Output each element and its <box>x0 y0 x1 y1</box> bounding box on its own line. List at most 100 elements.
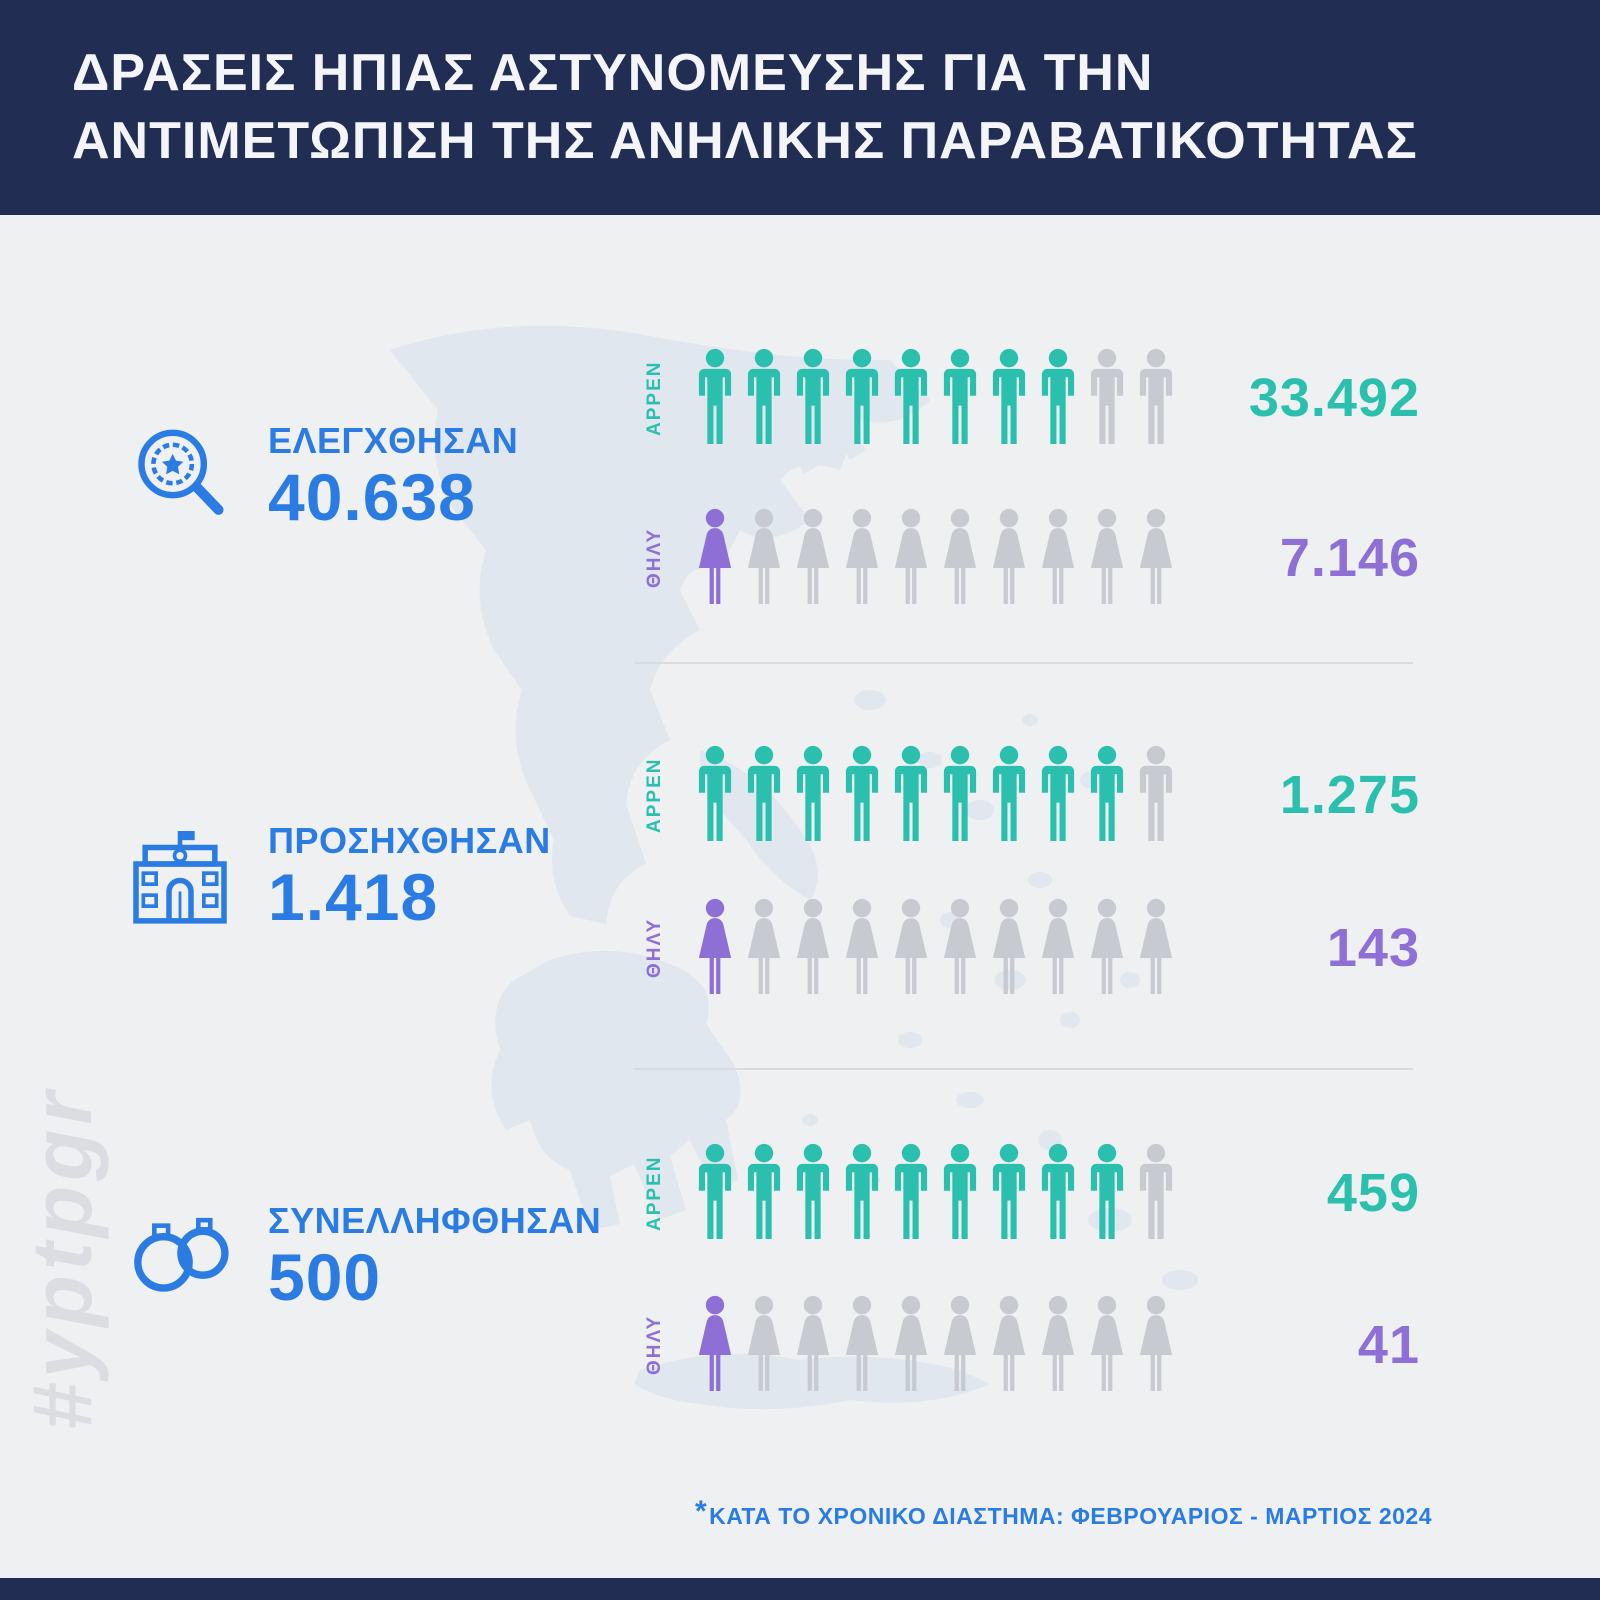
male-person-icon <box>888 1143 934 1243</box>
male-person-icon <box>937 1143 983 1243</box>
female-person-icon <box>692 1295 738 1395</box>
male-person-icon <box>839 348 885 448</box>
female-person-icon <box>1035 1295 1081 1395</box>
metric-text: ΕΛΕΓΧΘΗΣΑΝ 40.638 <box>268 420 518 533</box>
metric-prosixthisan: ΠΡΟΣΗΧΘΗΣΑΝ 1.418 <box>125 818 645 943</box>
female-person-icon <box>986 1295 1032 1395</box>
male-person-icon <box>692 745 738 845</box>
female-person-icon <box>888 898 934 998</box>
male-person-icon <box>986 348 1032 448</box>
gender-label: ΘΗΛΥ <box>644 527 665 589</box>
person-icons-row <box>692 898 1179 998</box>
picto-value: 143 <box>1326 918 1420 978</box>
gender-label: ΑΡΡΕΝ <box>644 1155 665 1231</box>
female-person-icon <box>1035 508 1081 608</box>
metric-total: 40.638 <box>268 460 476 534</box>
female-person-icon <box>937 1295 983 1395</box>
hashtag-watermark: #yptpgr <box>15 1086 109 1430</box>
female-person-icon <box>986 508 1032 608</box>
gender-label: ΑΡΡΕΝ <box>644 757 665 833</box>
male-person-icon <box>741 1143 787 1243</box>
picto-value: 1.275 <box>1279 765 1420 825</box>
metric-elegxthisan: ΕΛΕΓΧΘΗΣΑΝ 40.638 <box>125 418 645 543</box>
female-person-icon <box>790 898 836 998</box>
handcuffs-icon <box>125 1200 235 1310</box>
female-person-icon <box>1035 898 1081 998</box>
picto-value: 459 <box>1326 1163 1420 1223</box>
female-person-icon <box>937 508 983 608</box>
male-person-icon <box>1035 745 1081 845</box>
female-person-icon <box>1084 1295 1130 1395</box>
picto-value: 33.492 <box>1248 368 1420 428</box>
female-person-icon <box>839 508 885 608</box>
picto-row-synellifthisan-male: ΑΡΡΕΝ 459 <box>640 1143 1420 1243</box>
male-person-icon <box>1084 1143 1130 1243</box>
male-person-icon <box>790 1143 836 1243</box>
male-person-icon <box>741 745 787 845</box>
person-icons-row <box>692 508 1179 608</box>
metric-total: 1.418 <box>268 860 439 934</box>
footnote-asterisk: * <box>694 1495 708 1528</box>
person-icons-row <box>692 1295 1179 1395</box>
footnote-text: ΚΑΤΑ ΤΟ ΧΡΟΝΙΚΟ ΔΙΑΣΤΗΜΑ: ΦΕΒΡΟΥΑΡΙΟΣ - … <box>709 1503 1432 1529</box>
male-person-icon <box>692 1143 738 1243</box>
gender-label: ΘΗΛΥ <box>644 1314 665 1376</box>
metric-label: ΣΥΝΕΛΛΗΦΘΗΣΑΝ <box>268 1200 602 1241</box>
period-footnote: *ΚΑΤΑ ΤΟ ΧΡΟΝΙΚΟ ΔΙΑΣΤΗΜΑ: ΦΕΒΡΟΥΑΡΙΟΣ -… <box>694 1495 1432 1532</box>
male-person-icon <box>937 745 983 845</box>
picto-row-synellifthisan-female: ΘΗΛΥ 41 <box>640 1295 1420 1395</box>
header: ΔΡΑΣΕΙΣ ΗΠΙΑΣ ΑΣΤΥΝΟΜΕΥΣΗΣ ΓΙΑ ΤΗΝ ΑΝΤΙΜ… <box>0 0 1600 215</box>
picto-row-elegxthisan-female: ΘΗΛΥ 7.146 <box>640 508 1420 608</box>
male-person-icon <box>986 1143 1032 1243</box>
male-person-icon <box>1084 745 1130 845</box>
female-person-icon <box>1084 508 1130 608</box>
female-person-icon <box>937 898 983 998</box>
male-person-icon <box>790 745 836 845</box>
male-person-icon <box>741 348 787 448</box>
female-person-icon <box>888 508 934 608</box>
metric-text: ΣΥΝΕΛΛΗΦΘΗΣΑΝ 500 <box>268 1200 601 1313</box>
person-icons-row <box>692 745 1179 845</box>
metric-total: 500 <box>268 1240 382 1314</box>
picto-value: 41 <box>1357 1315 1420 1375</box>
infographic-title-line2: ΑΝΤΙΜΕΤΩΠΙΣΗ ΤΗΣ ΑΝΗΛΙΚΗΣ ΠΑΡΑΒΑΤΙΚΟΤΗΤΑ… <box>72 111 1418 170</box>
male-person-icon <box>1035 348 1081 448</box>
metric-label: ΠΡΟΣΗΧΘΗΣΑΝ <box>268 820 551 861</box>
gender-label: ΑΡΡΕΝ <box>644 360 665 436</box>
male-person-icon <box>888 348 934 448</box>
picto-value: 7.146 <box>1279 528 1420 588</box>
female-person-icon <box>692 898 738 998</box>
person-icons-row <box>692 1143 1179 1243</box>
male-person-icon <box>888 745 934 845</box>
metric-text: ΠΡΟΣΗΧΘΗΣΑΝ 1.418 <box>268 820 551 933</box>
metric-label: ΕΛΕΓΧΘΗΣΑΝ <box>268 420 519 461</box>
police-station-icon <box>125 820 235 930</box>
female-person-icon <box>888 1295 934 1395</box>
female-person-icon <box>790 508 836 608</box>
female-person-icon <box>1084 898 1130 998</box>
picto-row-prosixthisan-male: ΑΡΡΕΝ 1.275 <box>640 745 1420 845</box>
female-person-icon <box>692 508 738 608</box>
bottom-bar <box>0 1578 1600 1600</box>
gender-label: ΘΗΛΥ <box>644 917 665 979</box>
section-divider <box>635 662 1413 664</box>
infographic-title-line1: ΔΡΑΣΕΙΣ ΗΠΙΑΣ ΑΣΤΥΝΟΜΕΥΣΗΣ ΓΙΑ ΤΗΝ <box>72 44 1154 102</box>
metric-synellifthisan: ΣΥΝΕΛΛΗΦΘΗΣΑΝ 500 <box>125 1198 645 1323</box>
magnifier-badge-icon <box>125 420 235 530</box>
section-divider <box>635 1068 1413 1070</box>
male-person-icon <box>986 745 1032 845</box>
female-person-icon <box>986 898 1032 998</box>
female-person-icon <box>741 508 787 608</box>
female-person-icon <box>839 898 885 998</box>
female-person-icon <box>790 1295 836 1395</box>
female-person-icon <box>741 898 787 998</box>
male-person-icon <box>839 745 885 845</box>
picto-row-prosixthisan-female: ΘΗΛΥ 143 <box>640 898 1420 998</box>
female-person-icon <box>741 1295 787 1395</box>
picto-row-elegxthisan-male: ΑΡΡΕΝ 33.492 <box>640 348 1420 448</box>
male-person-icon <box>692 348 738 448</box>
male-person-icon <box>1084 348 1130 448</box>
male-person-icon <box>937 348 983 448</box>
male-person-icon <box>790 348 836 448</box>
